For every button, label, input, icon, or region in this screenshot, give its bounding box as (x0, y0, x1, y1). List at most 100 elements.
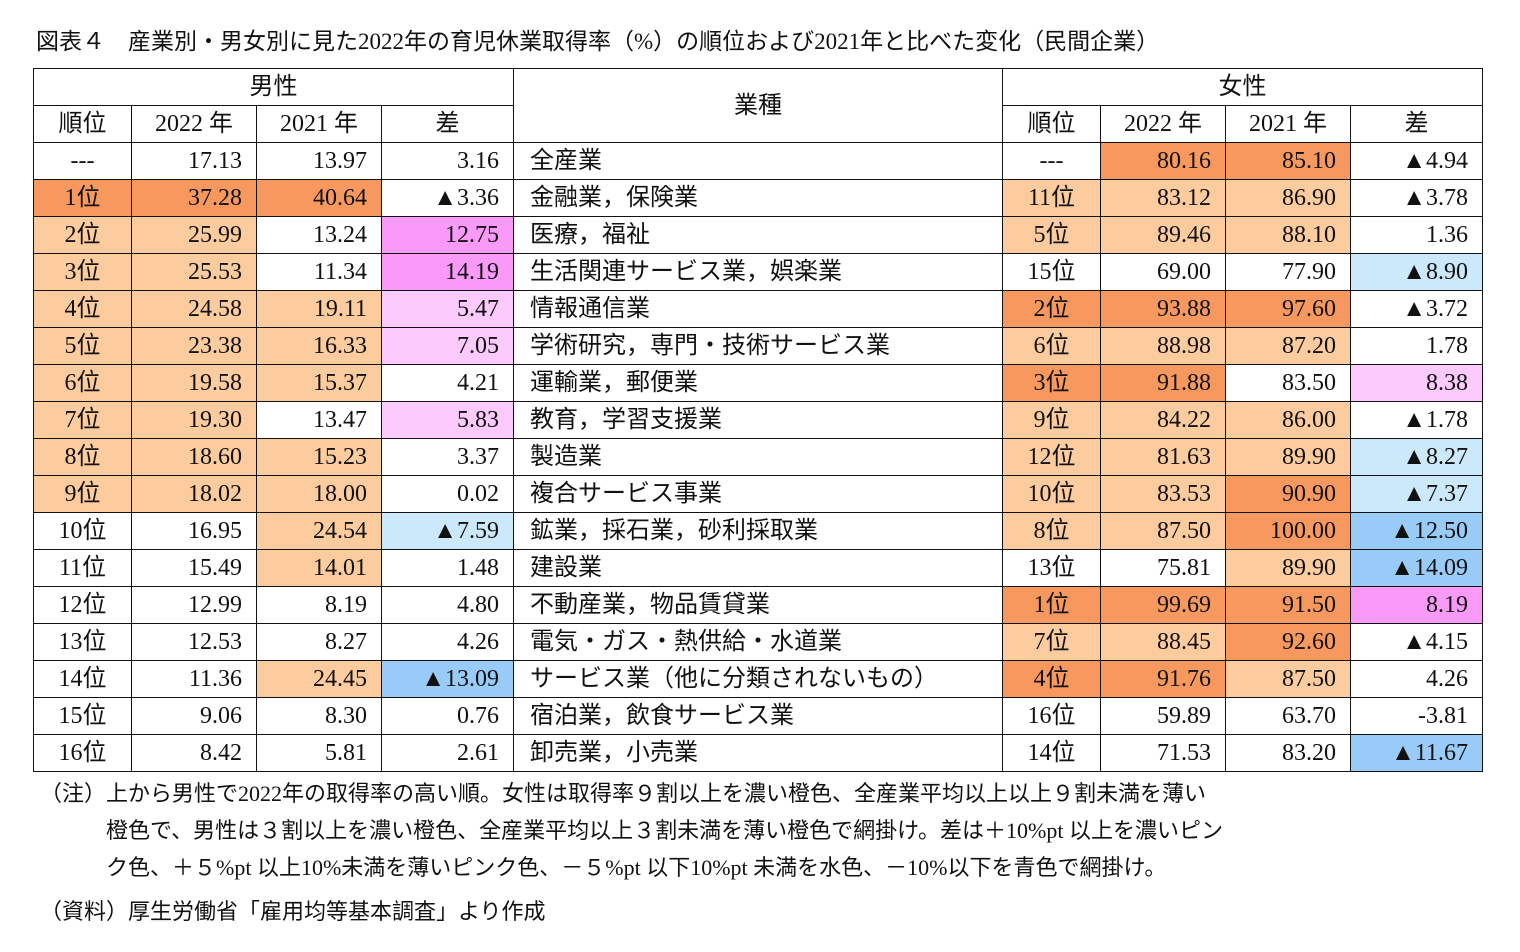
male-2022-cell: 37.28 (131, 179, 257, 217)
male-rank-cell: 9位 (33, 475, 132, 513)
male-2022-cell: 18.60 (131, 438, 257, 476)
industry-header: 業種 (513, 68, 1003, 143)
table-row: 1位 37.28 40.64 ▲3.36 金融業，保険業 11位 83.12 86.90 ▲3.… (33, 179, 1483, 217)
male-2022-cell: 19.58 (131, 364, 257, 402)
table-row: 5位 23.38 16.33 7.05 学術研究，専門・技術サービス業 6位 88.98 87… (33, 327, 1483, 365)
female-diff-cell: ▲4.94 (1350, 142, 1483, 180)
male-rank-cell: 12位 (33, 586, 132, 624)
male-diff-cell: 5.47 (381, 290, 514, 328)
male-2021-cell: 14.01 (256, 549, 382, 587)
male-2021-cell: 5.81 (256, 734, 382, 772)
male-rank-cell: 7位 (33, 401, 132, 439)
industry-cell: 建設業 (513, 549, 1003, 587)
male-2021-cell: 13.24 (256, 216, 382, 254)
female-2022-cell: 71.53 (1100, 734, 1226, 772)
table-row: 6位 19.58 15.37 4.21 運輸業，郵便業 3位 91.88 83.50 8.38 (33, 364, 1483, 402)
male-rank-cell: 6位 (33, 364, 132, 402)
female-rank-cell: 14位 (1002, 734, 1101, 772)
male-2021-cell: 18.00 (256, 475, 382, 513)
female-diff-cell: 1.78 (1350, 327, 1483, 365)
female-2022-cell: 80.16 (1100, 142, 1226, 180)
male-2021-cell: 13.47 (256, 401, 382, 439)
male-diff-cell: 14.19 (381, 253, 514, 291)
female-2021-cell: 77.90 (1225, 253, 1351, 291)
female-2022-cell: 99.69 (1100, 586, 1226, 624)
male-2021-cell: 15.23 (256, 438, 382, 476)
male-rank-header: 順位 (33, 105, 132, 143)
male-2022-cell: 18.02 (131, 475, 257, 513)
industry-cell: 金融業，保険業 (513, 179, 1003, 217)
female-2021-cell: 97.60 (1225, 290, 1351, 328)
male-rank-cell: --- (33, 142, 132, 180)
industry-cell: 宿泊業，飲食サービス業 (513, 697, 1003, 735)
female-diff-cell: ▲8.90 (1350, 253, 1483, 291)
female-2022-cell: 84.22 (1100, 401, 1226, 439)
female-2021-cell: 89.90 (1225, 549, 1351, 587)
male-diff-cell: 12.75 (381, 216, 514, 254)
male-diff-cell: 1.48 (381, 549, 514, 587)
female-2021-cell: 83.50 (1225, 364, 1351, 402)
male-2022-cell: 25.53 (131, 253, 257, 291)
note-line-1: （注）上から男性で2022年の取得率の高い順。女性は取得率９割以上を濃い橙色、全… (40, 781, 1207, 806)
female-rank-cell: 9位 (1002, 401, 1101, 439)
table-row: 9位 18.02 18.00 0.02 複合サービス事業 10位 83.53 90.90 ▲7.… (33, 475, 1483, 513)
female-diff-cell: 1.36 (1350, 216, 1483, 254)
female-2021-cell: 87.20 (1225, 327, 1351, 365)
male-2021-cell: 8.19 (256, 586, 382, 624)
male-diff-cell: 5.83 (381, 401, 514, 439)
male-2022-cell: 8.42 (131, 734, 257, 772)
childcare-leave-table: 男性 業種 女性 順位 2022 年 2021 年 差 順位 2022 年 20… (33, 68, 1483, 772)
male-2022-header: 2022 年 (131, 105, 257, 143)
male-diff-cell: 3.37 (381, 438, 514, 476)
female-2021-cell: 90.90 (1225, 475, 1351, 513)
male-diff-cell: 0.76 (381, 697, 514, 735)
female-2021-cell: 89.90 (1225, 438, 1351, 476)
female-diff-cell: 4.26 (1350, 660, 1483, 698)
industry-cell: 学術研究，専門・技術サービス業 (513, 327, 1003, 365)
female-rank-cell: --- (1002, 142, 1101, 180)
female-rank-cell: 12位 (1002, 438, 1101, 476)
source-note: （資料）厚生労働省「雇用均等基本調査」より作成 (40, 899, 546, 924)
female-2022-cell: 87.50 (1100, 512, 1226, 550)
male-rank-cell: 2位 (33, 216, 132, 254)
table-row: --- 17.13 13.97 3.16 全産業 --- 80.16 85.10 ▲4.94 (33, 142, 1483, 180)
female-rank-cell: 10位 (1002, 475, 1101, 513)
male-2022-cell: 11.36 (131, 660, 257, 698)
note-line-3: ク色、＋５%pt 以上10%未満を薄いピンク色、－５%pt 以下10%pt 未満… (40, 855, 1167, 880)
female-diff-cell: ▲14.09 (1350, 549, 1483, 587)
industry-cell: 全産業 (513, 142, 1003, 180)
male-diff-header: 差 (381, 105, 514, 143)
male-2021-cell: 11.34 (256, 253, 382, 291)
male-2022-cell: 12.99 (131, 586, 257, 624)
female-2021-cell: 86.90 (1225, 179, 1351, 217)
female-2021-cell: 86.00 (1225, 401, 1351, 439)
female-header: 女性 (1002, 68, 1483, 106)
male-rank-cell: 1位 (33, 179, 132, 217)
male-rank-cell: 5位 (33, 327, 132, 365)
male-2021-cell: 16.33 (256, 327, 382, 365)
female-2022-header: 2022 年 (1100, 105, 1226, 143)
female-2022-cell: 83.12 (1100, 179, 1226, 217)
male-2021-cell: 15.37 (256, 364, 382, 402)
table-row: 12位 12.99 8.19 4.80 不動産業，物品賃貸業 1位 99.69 91.50 8.… (33, 586, 1483, 624)
female-2022-cell: 59.89 (1100, 697, 1226, 735)
male-2022-cell: 16.95 (131, 512, 257, 550)
male-diff-cell: 2.61 (381, 734, 514, 772)
table-row: 13位 12.53 8.27 4.26 電気・ガス・熱供給・水道業 7位 88.45 92.6… (33, 623, 1483, 661)
female-2021-cell: 91.50 (1225, 586, 1351, 624)
male-2022-cell: 12.53 (131, 623, 257, 661)
table-row: 7位 19.30 13.47 5.83 教育，学習支援業 9位 84.22 86.00 ▲1.7… (33, 401, 1483, 439)
male-2021-cell: 24.45 (256, 660, 382, 698)
female-rank-cell: 1位 (1002, 586, 1101, 624)
female-rank-cell: 4位 (1002, 660, 1101, 698)
male-diff-cell: ▲7.59 (381, 512, 514, 550)
female-rank-cell: 8位 (1002, 512, 1101, 550)
female-rank-cell: 2位 (1002, 290, 1101, 328)
female-2021-header: 2021 年 (1225, 105, 1351, 143)
industry-cell: 製造業 (513, 438, 1003, 476)
male-2022-cell: 17.13 (131, 142, 257, 180)
male-2021-cell: 24.54 (256, 512, 382, 550)
male-2022-cell: 19.30 (131, 401, 257, 439)
male-diff-cell: 3.16 (381, 142, 514, 180)
female-2021-cell: 100.00 (1225, 512, 1351, 550)
